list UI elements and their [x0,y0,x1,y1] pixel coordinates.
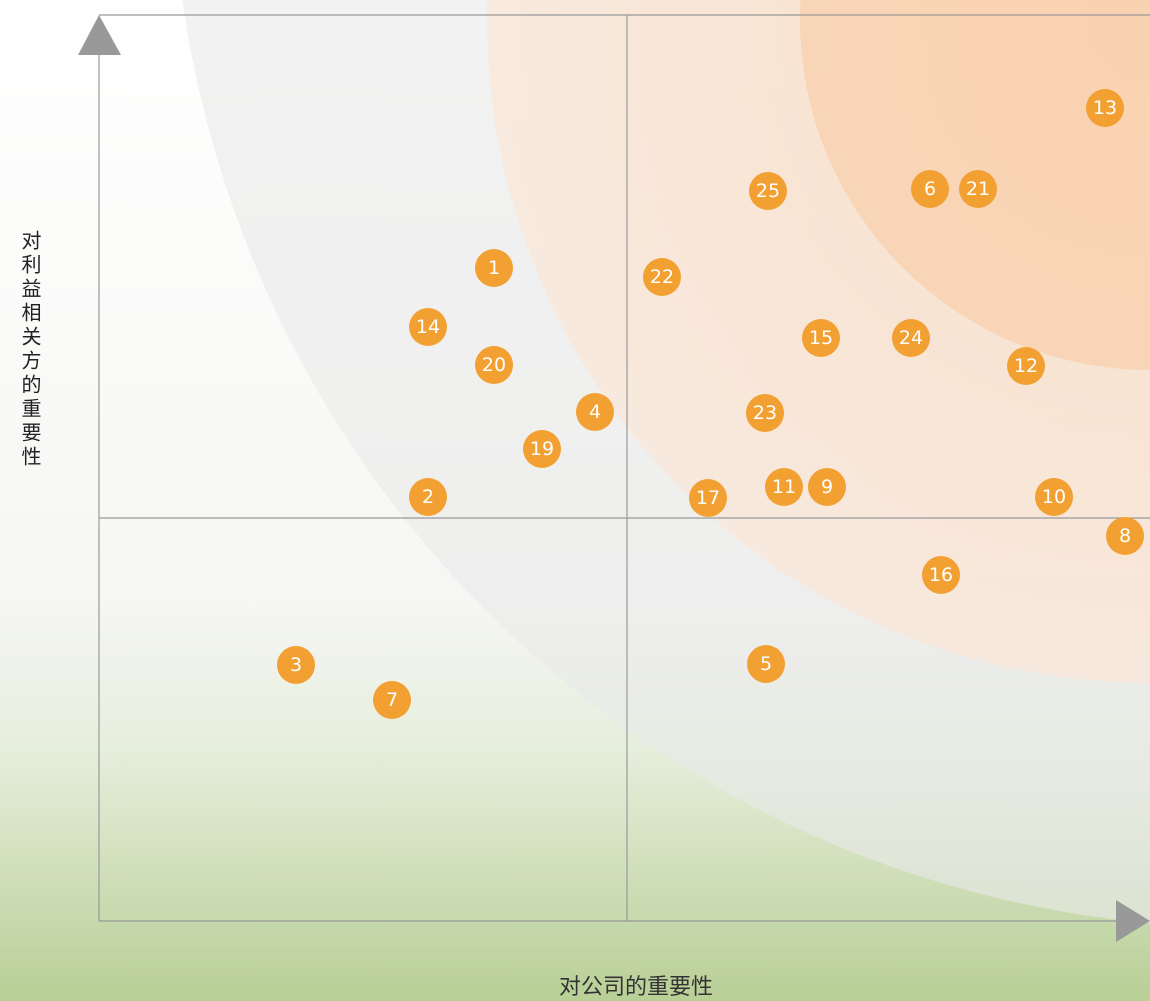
point: 11 [765,468,803,506]
point-label: 14 [416,316,440,338]
point-label: 15 [809,327,833,349]
point: 13 [1086,89,1124,127]
point-label: 19 [530,438,554,460]
point-label: 7 [386,689,398,711]
point-label: 12 [1014,355,1038,377]
point: 19 [523,430,561,468]
point-label: 4 [589,401,601,423]
point-label: 22 [650,266,674,288]
point-label: 13 [1093,97,1117,119]
point: 2 [409,478,447,516]
point: 1 [475,249,513,287]
point: 3 [277,646,315,684]
point-label: 11 [772,476,796,498]
point: 23 [746,394,784,432]
point-label: 5 [760,653,772,675]
point: 6 [911,170,949,208]
point: 5 [747,645,785,683]
point: 16 [922,556,960,594]
matrix: 对利益相关方的重要性 对公司的重要性 123456789101112131415… [0,0,1150,1001]
point: 10 [1035,478,1073,516]
point-label: 10 [1042,486,1066,508]
point-label: 24 [899,327,923,349]
point: 14 [409,308,447,346]
point: 24 [892,319,930,357]
point: 7 [373,681,411,719]
point: 21 [959,170,997,208]
point: 4 [576,393,614,431]
point: 20 [475,346,513,384]
point-label: 9 [821,476,833,498]
point-label: 25 [756,180,780,202]
point-label: 2 [422,486,434,508]
point: 17 [689,479,727,517]
y-axis-title: 对利益相关方的重要性 [18,230,42,470]
point-label: 16 [929,564,953,586]
point: 15 [802,319,840,357]
point: 12 [1007,347,1045,385]
x-axis-title: 对公司的重要性 [559,975,713,1000]
point-label: 20 [482,354,506,376]
point: 25 [749,172,787,210]
point: 22 [643,258,681,296]
point-label: 17 [696,487,720,509]
point-label: 23 [753,402,777,424]
point-label: 6 [924,178,936,200]
point: 8 [1106,517,1144,555]
point: 9 [808,468,846,506]
point-label: 1 [488,257,500,279]
point-label: 3 [290,654,302,676]
point-label: 21 [966,178,990,200]
point-label: 8 [1119,525,1131,547]
